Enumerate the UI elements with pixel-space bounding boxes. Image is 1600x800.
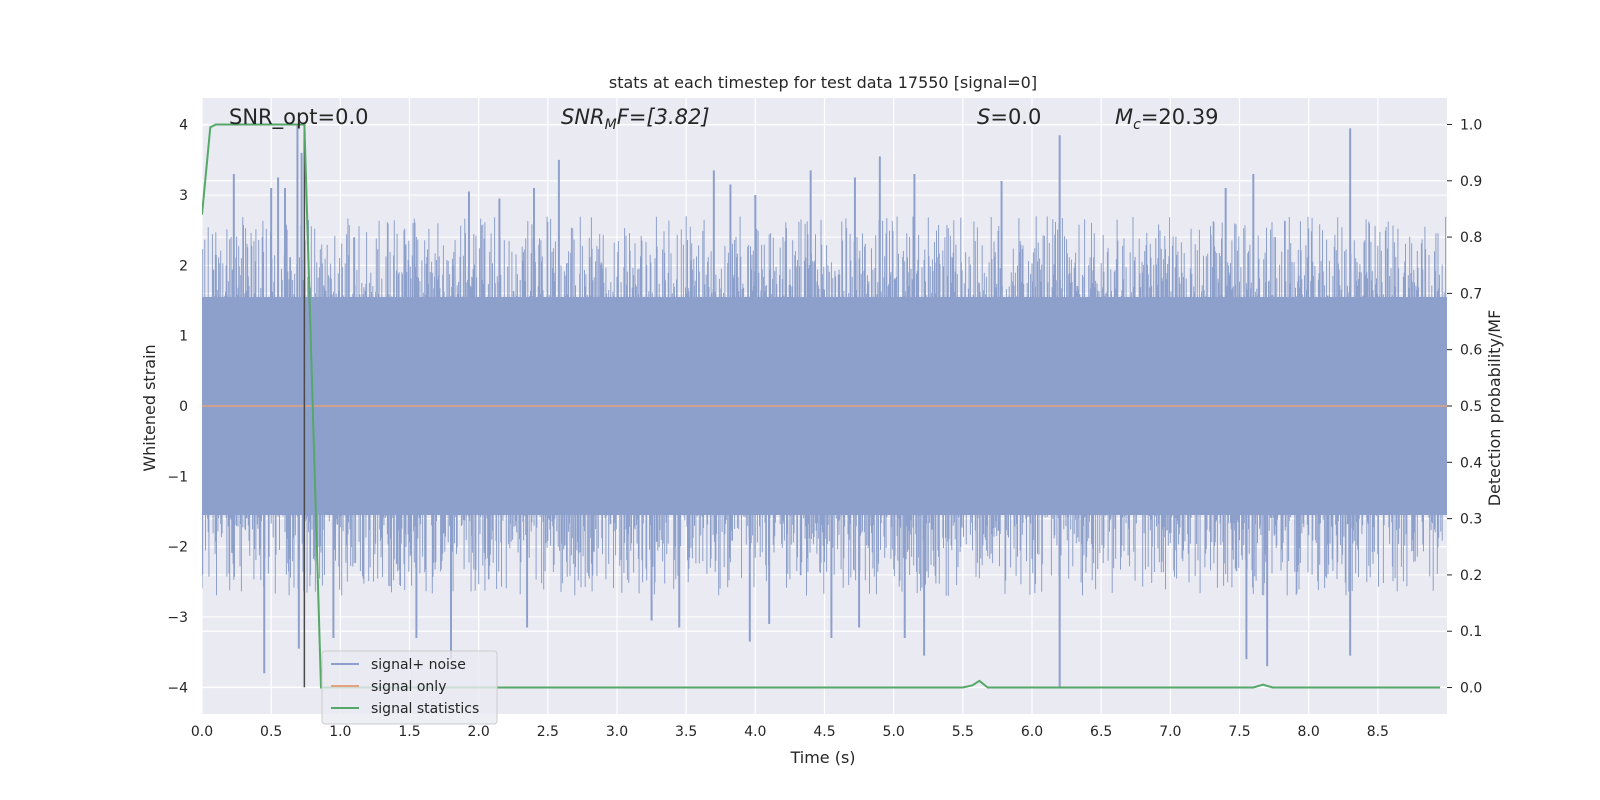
annotation-snr-opt: SNR_opt=0.0 [229, 105, 369, 130]
x-tick-label: 7.5 [1228, 724, 1250, 740]
x-tick-label: 5.0 [883, 724, 905, 740]
y-tick-label: 4 [179, 118, 188, 134]
annotation-s-var: S [977, 105, 990, 129]
legend-label-signal-statistics: signal statistics [371, 701, 479, 717]
y-tick-label: −4 [167, 680, 188, 696]
annotation-mc-var: M [1115, 105, 1133, 129]
series-signal-statistics [202, 123, 1441, 689]
y2-axis-ticks: 0.0 0.1 0.2 0.3 0.4 0.5 0.6 0.7 0.8 0.9 1.0 [1447, 117, 1482, 697]
x-tick-label: 2.0 [468, 724, 490, 740]
y2-tick-label: 0.2 [1460, 568, 1482, 584]
y2-tick-label: 0.1 [1460, 624, 1482, 640]
chart-title: stats at each timestep for test data 175… [609, 73, 1037, 92]
x-tick-label: 0.5 [260, 724, 282, 740]
y2-tick-label: 0.0 [1460, 681, 1482, 697]
y-tick-label: 2 [179, 258, 188, 274]
noise-trace-lower [202, 406, 1447, 596]
x-axis-label: Time (s) [789, 748, 855, 767]
annotation-snr-mf: SNRMF=[3.82] [561, 105, 710, 133]
annotation-mc: Mc=20.39 [1115, 105, 1219, 133]
x-axis-ticks: 0.0 0.5 1.0 1.5 2.0 2.5 3.0 3.5 4.0 4.5 5.0 5.5 6.0 6… [191, 724, 1389, 740]
x-tick-label: 3.5 [675, 724, 697, 740]
y2-tick-label: 0.7 [1460, 286, 1482, 302]
y-tick-label: 3 [179, 188, 188, 204]
x-tick-label: 8.5 [1367, 724, 1389, 740]
legend-box [321, 650, 498, 725]
x-tick-label: 3.0 [606, 724, 628, 740]
y2-tick-label: 0.9 [1460, 174, 1482, 190]
annotation-mc-rest: =20.39 [1141, 105, 1219, 129]
annotation-snr-mf-sub: M [605, 117, 617, 133]
y-axis-label: Whitened strain [140, 344, 159, 471]
annotation-snr-mf-rest: F=[3.82] [617, 105, 710, 129]
annotation-mc-sub: c [1133, 117, 1141, 133]
legend-label-signal-noise: signal+ noise [371, 657, 466, 673]
annotation-s-rest: =0.0 [990, 105, 1041, 129]
annotation-snr-mf-base: SNR [561, 105, 605, 129]
y2-axis-label: Detection probability/MF [1485, 310, 1504, 507]
legend-label-signal-only: signal only [371, 679, 446, 695]
y2-tick-label: 0.5 [1460, 399, 1482, 415]
y-tick-label: −2 [167, 540, 188, 556]
x-tick-label: 5.5 [952, 724, 974, 740]
y-tick-label: 1 [179, 329, 188, 345]
x-tick-label: 8.0 [1298, 724, 1320, 740]
annotation-s: S=0.0 [977, 105, 1041, 129]
y2-tick-label: 0.6 [1460, 343, 1482, 359]
x-tick-label: 4.5 [813, 724, 835, 740]
x-tick-label: 0.0 [191, 724, 213, 740]
x-tick-label: 6.5 [1090, 724, 1112, 740]
y-tick-label: 0 [179, 399, 188, 415]
y2-tick-label: 0.4 [1460, 455, 1482, 471]
x-tick-label: 1.5 [398, 724, 420, 740]
y2-tick-label: 1.0 [1460, 117, 1482, 133]
x-tick-label: 1.0 [329, 724, 351, 740]
x-tick-label: 7.0 [1159, 724, 1181, 740]
y2-tick-label: 0.3 [1460, 512, 1482, 528]
y-tick-label: −1 [167, 469, 188, 485]
x-tick-label: 6.0 [1021, 724, 1043, 740]
y-tick-label: −3 [167, 610, 188, 626]
x-tick-label: 4.0 [744, 724, 766, 740]
y-axis-ticks: −4 −3 −2 −1 0 1 2 3 4 [167, 118, 188, 697]
y2-tick-label: 0.8 [1460, 230, 1482, 246]
x-tick-label: 2.5 [537, 724, 559, 740]
legend: signal+ noise signal only signal statist… [321, 650, 498, 725]
